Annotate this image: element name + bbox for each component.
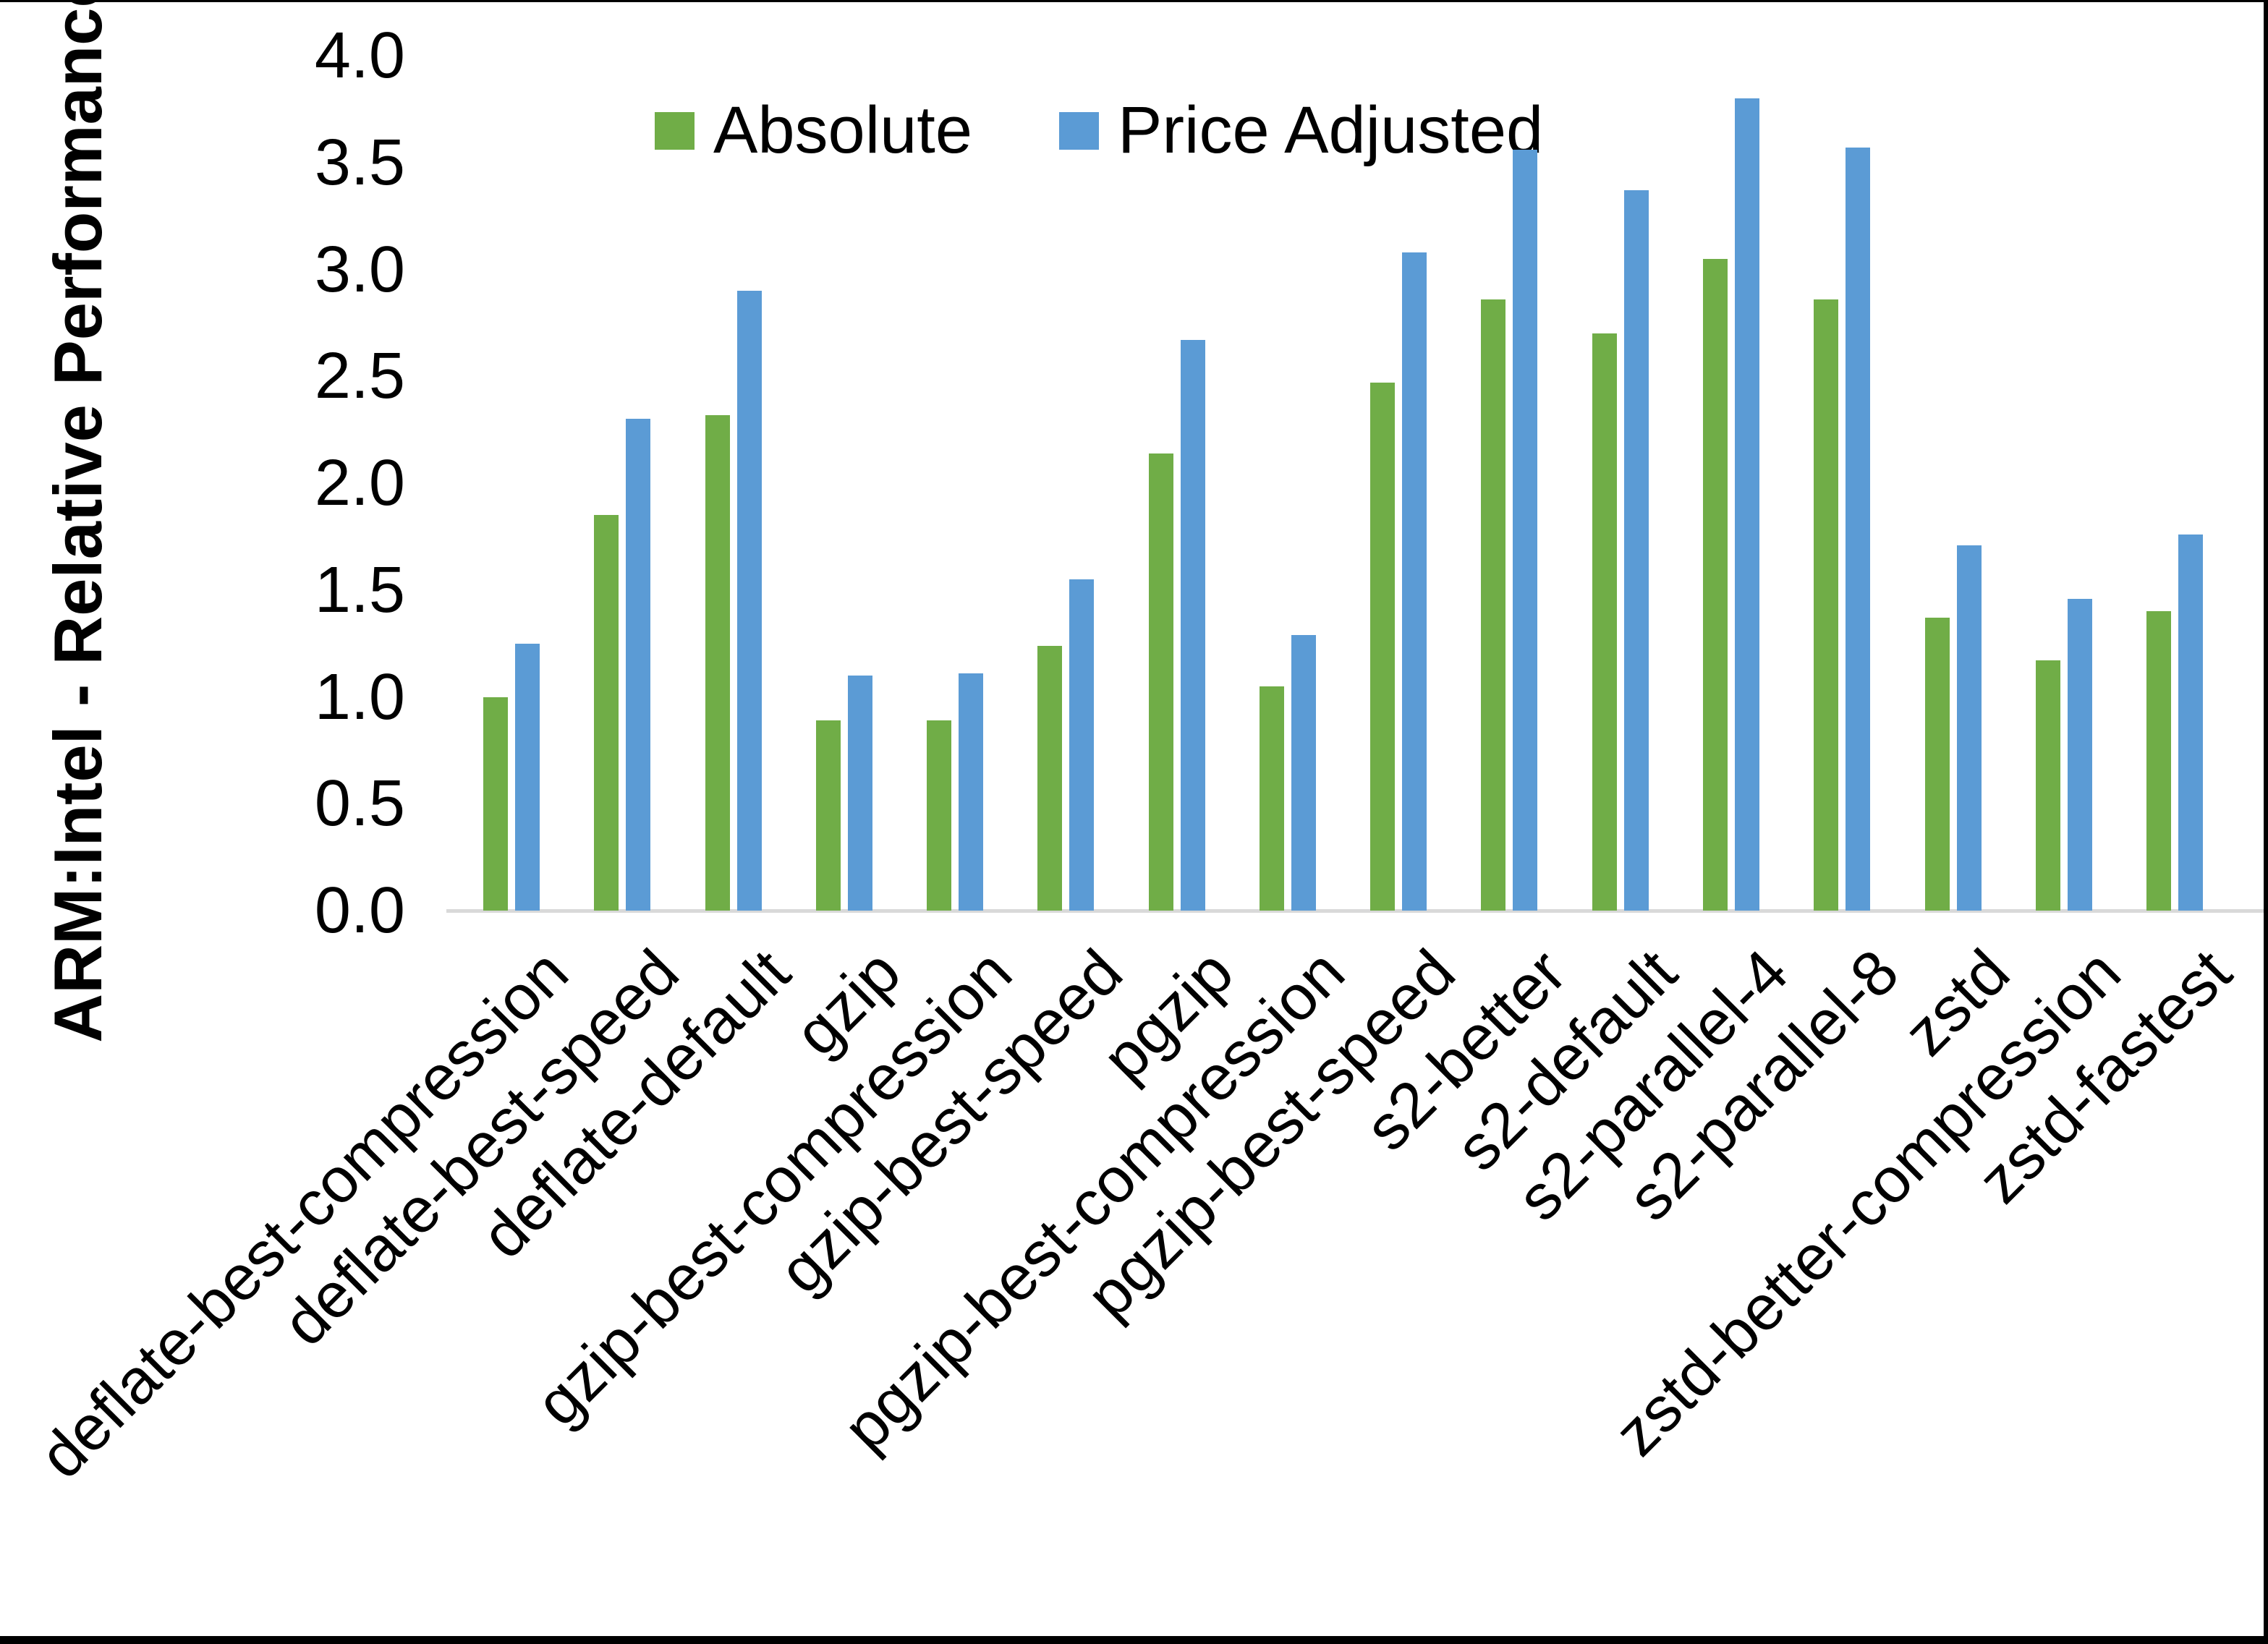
- bar-price-adjusted-deflate-best-speed: [626, 419, 650, 911]
- y-tick-label-1.5: 1.5: [314, 553, 405, 626]
- bar-absolute-deflate-default: [705, 415, 730, 911]
- bar-price-adjusted-pgzip: [1181, 340, 1205, 911]
- legend-swatch-price-adjusted: [1059, 111, 1100, 150]
- legend-label: Absolute: [713, 93, 973, 167]
- bar-price-adjusted-deflate-best-compression: [515, 644, 540, 911]
- bar-price-adjusted-pgzip-best-compression: [1291, 635, 1316, 911]
- bar-price-adjusted-zstd-better-compression: [2068, 599, 2092, 911]
- bar-absolute-pgzip: [1149, 453, 1173, 911]
- bar-absolute-deflate-best-speed: [594, 515, 619, 911]
- y-tick-label-1.0: 1.0: [314, 660, 405, 733]
- bar-absolute-gzip: [816, 720, 841, 911]
- figure-border-top: [0, 0, 2268, 2]
- bar-absolute-gzip-best-compression: [927, 720, 951, 911]
- bar-price-adjusted-deflate-default: [737, 291, 762, 911]
- legend-item-price-adjusted: Price Adjusted: [1059, 93, 1543, 169]
- bar-price-adjusted-gzip-best-compression: [959, 673, 983, 911]
- bar-price-adjusted-s2-parallel-8: [1846, 148, 1870, 911]
- bar-price-adjusted-s2-parallel-4: [1735, 98, 1759, 911]
- bar-absolute-zstd: [1925, 618, 1950, 911]
- y-tick-label-3.5: 3.5: [314, 126, 405, 199]
- bar-absolute-s2-default: [1592, 333, 1617, 911]
- y-tick-label-0.0: 0.0: [314, 874, 405, 947]
- x-axis-line: [446, 909, 2264, 913]
- bar-price-adjusted-s2-better: [1513, 150, 1537, 911]
- bar-absolute-pgzip-best-compression: [1260, 686, 1284, 911]
- bar-absolute-deflate-best-compression: [483, 697, 508, 911]
- bar-price-adjusted-gzip-best-speed: [1069, 579, 1094, 911]
- bar-absolute-zstd-fastest: [2146, 611, 2171, 911]
- bar-price-adjusted-s2-default: [1624, 190, 1649, 911]
- y-tick-label-0.5: 0.5: [314, 767, 405, 840]
- legend-swatch-absolute: [655, 111, 695, 150]
- y-axis-title: ARM:Intel - Relative Performance: [40, 0, 116, 1043]
- chart-legend: Absolute Price Adjusted: [655, 93, 1630, 169]
- y-tick-label-2.0: 2.0: [314, 447, 405, 520]
- bar-absolute-s2-parallel-4: [1703, 259, 1728, 911]
- figure-border-bottom: [0, 1636, 2268, 1644]
- bar-absolute-gzip-best-speed: [1037, 646, 1062, 911]
- bar-price-adjusted-pgzip-best-speed: [1402, 252, 1427, 911]
- y-tick-label-2.5: 2.5: [314, 340, 405, 413]
- bar-absolute-pgzip-best-speed: [1370, 383, 1395, 911]
- legend-label: Price Adjusted: [1118, 93, 1544, 167]
- bar-price-adjusted-zstd: [1957, 545, 1982, 911]
- legend-item-absolute: Absolute: [655, 93, 972, 169]
- bar-absolute-s2-parallel-8: [1814, 299, 1838, 911]
- bar-price-adjusted-gzip: [848, 676, 872, 911]
- bar-price-adjusted-zstd-fastest: [2178, 534, 2203, 911]
- bar-absolute-zstd-better-compression: [2036, 660, 2060, 911]
- y-tick-label-4.0: 4.0: [314, 20, 405, 93]
- y-tick-label-3.0: 3.0: [314, 233, 405, 306]
- bar-absolute-s2-better: [1481, 299, 1505, 911]
- figure-border-right: [2264, 0, 2268, 1644]
